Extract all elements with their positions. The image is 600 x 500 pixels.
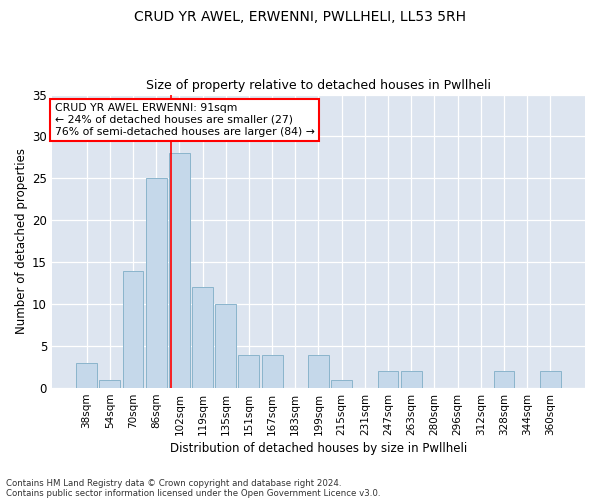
Bar: [377, 372, 398, 388]
Text: CRUD YR AWEL, ERWENNI, PWLLHELI, LL53 5RH: CRUD YR AWEL, ERWENNI, PWLLHELI, LL53 5R…: [134, 10, 466, 24]
Bar: [146, 178, 167, 388]
X-axis label: Distribution of detached houses by size in Pwllheli: Distribution of detached houses by size …: [170, 442, 467, 455]
Bar: [401, 372, 422, 388]
Bar: [262, 354, 283, 388]
Bar: [122, 270, 143, 388]
Text: Contains public sector information licensed under the Open Government Licence v3: Contains public sector information licen…: [6, 488, 380, 498]
Bar: [76, 363, 97, 388]
Bar: [215, 304, 236, 388]
Bar: [238, 354, 259, 388]
Bar: [308, 354, 329, 388]
Text: CRUD YR AWEL ERWENNI: 91sqm
← 24% of detached houses are smaller (27)
76% of sem: CRUD YR AWEL ERWENNI: 91sqm ← 24% of det…: [55, 104, 314, 136]
Bar: [192, 288, 213, 388]
Bar: [540, 372, 561, 388]
Bar: [100, 380, 120, 388]
Bar: [494, 372, 514, 388]
Bar: [331, 380, 352, 388]
Y-axis label: Number of detached properties: Number of detached properties: [15, 148, 28, 334]
Title: Size of property relative to detached houses in Pwllheli: Size of property relative to detached ho…: [146, 79, 491, 92]
Bar: [169, 154, 190, 388]
Text: Contains HM Land Registry data © Crown copyright and database right 2024.: Contains HM Land Registry data © Crown c…: [6, 478, 341, 488]
